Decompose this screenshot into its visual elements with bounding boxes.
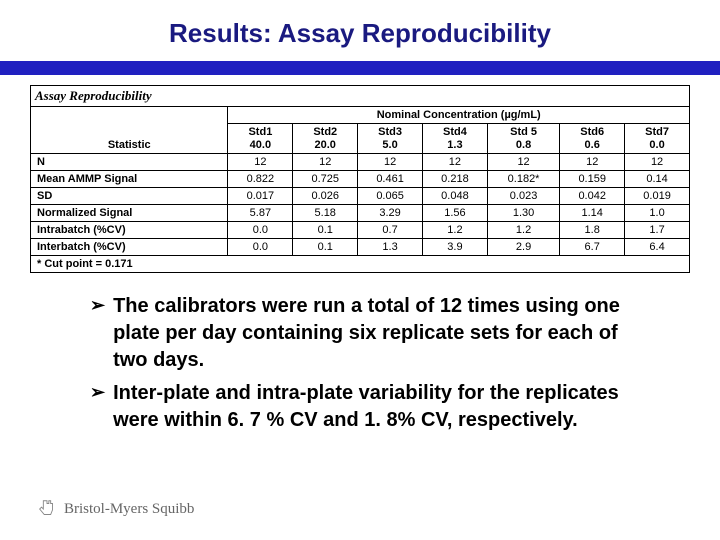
data-cell: 0.182* [487,171,559,188]
data-cell: 0.0 [228,239,293,256]
col-std5: Std 50.8 [487,124,559,154]
row-label: SD [31,188,228,205]
bullet-1-text: The calibrators were run a total of 12 t… [113,293,640,374]
title-bar [0,61,720,75]
data-cell: 0.019 [625,188,690,205]
data-cell: 0.023 [487,188,559,205]
bullet-2: ➢ Inter-plate and intra-plate variabilit… [90,380,640,434]
data-cell: 0.14 [625,171,690,188]
data-cell: 2.9 [487,239,559,256]
slide-title: Results: Assay Reproducibility [0,0,720,61]
col-std1: Std140.0 [228,124,293,154]
company-logo: Bristol-Myers Squibb [36,498,194,520]
data-cell: 3.9 [423,239,488,256]
statistic-header: Statistic [31,107,228,154]
data-cell: 12 [293,154,358,171]
data-cell: 1.3 [358,239,423,256]
col-std6: Std60.6 [560,124,625,154]
data-cell: 1.14 [560,205,625,222]
logo-text: Bristol-Myers Squibb [64,501,194,518]
data-cell: 0.042 [560,188,625,205]
reproducibility-table: Assay Reproducibility Statistic Nominal … [30,85,690,273]
data-cell: 12 [228,154,293,171]
row-label: Intrabatch (%CV) [31,222,228,239]
data-cell: 12 [358,154,423,171]
arrow-icon: ➢ [90,380,105,434]
data-cell: 0.017 [228,188,293,205]
data-cell: 0.822 [228,171,293,188]
data-cell: 12 [625,154,690,171]
bullet-1: ➢ The calibrators were run a total of 12… [90,293,640,374]
data-cell: 0.0 [228,222,293,239]
data-cell: 0.159 [560,171,625,188]
data-cell: 1.30 [487,205,559,222]
data-cell: 1.2 [487,222,559,239]
hand-logo-icon [36,498,58,520]
table-row: Interbatch (%CV)0.00.11.33.92.96.76.4 [31,239,690,256]
data-cell: 0.065 [358,188,423,205]
table-row: SD0.0170.0260.0650.0480.0230.0420.019 [31,188,690,205]
data-cell: 0.7 [358,222,423,239]
row-label: Mean AMMP Signal [31,171,228,188]
data-cell: 0.725 [293,171,358,188]
data-cell: 0.1 [293,239,358,256]
bullet-list: ➢ The calibrators were run a total of 12… [0,273,720,434]
bullet-2-text: Inter-plate and intra-plate variability … [113,380,640,434]
table-caption: Assay Reproducibility [31,86,690,107]
data-cell: 0.461 [358,171,423,188]
col-std4: Std41.3 [423,124,488,154]
col-std7: Std70.0 [625,124,690,154]
table-row: Mean AMMP Signal0.8220.7250.4610.2180.18… [31,171,690,188]
data-cell: 6.7 [560,239,625,256]
col-std2: Std220.0 [293,124,358,154]
table-row: Normalized Signal5.875.183.291.561.301.1… [31,205,690,222]
col-std3: Std35.0 [358,124,423,154]
data-cell: 12 [423,154,488,171]
data-cell: 1.0 [625,205,690,222]
row-label: Normalized Signal [31,205,228,222]
reproducibility-table-wrap: Assay Reproducibility Statistic Nominal … [0,75,720,273]
data-cell: 0.026 [293,188,358,205]
table-row: Intrabatch (%CV)0.00.10.71.21.21.81.7 [31,222,690,239]
data-cell: 5.18 [293,205,358,222]
data-cell: 0.1 [293,222,358,239]
nominal-conc-header: Nominal Concentration (µg/mL) [228,107,690,124]
data-cell: 5.87 [228,205,293,222]
table-footnote: * Cut point = 0.171 [31,256,690,273]
row-label: N [31,154,228,171]
data-cell: 12 [560,154,625,171]
data-cell: 12 [487,154,559,171]
data-cell: 1.8 [560,222,625,239]
data-cell: 1.2 [423,222,488,239]
data-cell: 6.4 [625,239,690,256]
data-cell: 0.218 [423,171,488,188]
data-cell: 3.29 [358,205,423,222]
data-cell: 1.56 [423,205,488,222]
data-cell: 0.048 [423,188,488,205]
table-row: N12121212121212 [31,154,690,171]
row-label: Interbatch (%CV) [31,239,228,256]
arrow-icon: ➢ [90,293,105,374]
data-cell: 1.7 [625,222,690,239]
